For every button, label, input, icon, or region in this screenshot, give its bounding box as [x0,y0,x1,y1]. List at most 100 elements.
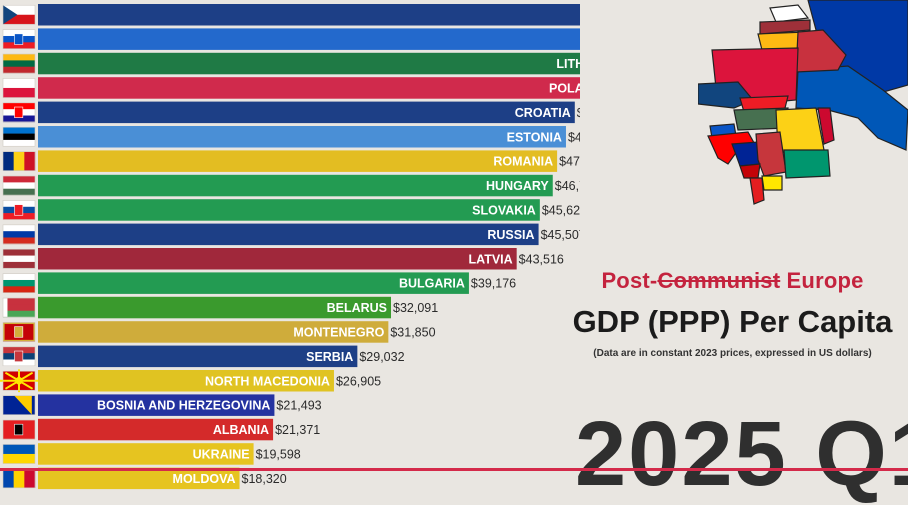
bar-label: ESTONIA [507,130,562,144]
flag-croatia-frame [2,102,36,123]
bar-row: SERBIA $29,032 [2,345,405,368]
bar [38,296,392,319]
bar-row: BELARUS $32,091 [2,296,438,319]
flag-czechia-triangle [3,5,18,25]
value-label: $31,850 [390,325,435,339]
flag-estonia-stripe [3,133,35,141]
bar-label: MOLDOVA [173,472,236,486]
bar [38,4,580,26]
flag-belarus-hoist [3,298,8,318]
flag-lithuania-frame [2,53,36,74]
flag-hungary-stripe [3,188,35,196]
bar-label: BELARUS [327,301,387,315]
subtitle-struck-word: Communist [657,268,781,293]
bar-row: SLOVAKIA $45,621 [2,199,580,221]
flag-bosnia-and-herzegovina-frame [2,395,36,415]
chart-note: (Data are in constant 2023 prices, expre… [593,348,872,359]
flag-slovakia-frame [2,200,36,220]
bar [38,52,580,75]
bar-label: NORTH MACEDONIA [205,374,330,388]
map-region-serbia [755,131,787,177]
bar [38,345,358,368]
flag-bulgaria-stripe [3,273,35,281]
flag-slovakia-stripe [3,200,35,208]
bar-label: LITHUANIA [556,57,580,71]
flag-montenegro-frame [2,322,36,342]
bar [38,126,566,148]
flag-moldova-stripe [13,468,25,488]
flag-slovenia-emblem [14,33,24,45]
flag-belarus-stripe [3,298,35,305]
flag-czechia-stripe [3,5,35,16]
bar [38,28,580,50]
bar [38,199,540,221]
bar [38,223,539,246]
bar-label: LATVIA [468,252,512,266]
flag-ukraine-stripe [3,453,35,464]
flag-montenegro-border [2,322,35,342]
bar [38,394,275,416]
bar-label: BULGARIA [399,277,465,291]
bar-row: CROATIA $48,799 [2,101,580,124]
period-label: 2025 Q1 [575,403,908,505]
bar [38,467,240,490]
map-region-moldova [817,107,835,145]
bar [38,174,553,197]
flag-serbia-stripe [3,346,35,354]
value-label: $21,371 [275,423,320,437]
flag-belarus-stripe [3,310,35,318]
value-label: $29,032 [359,350,404,364]
flag-slovenia-stripe [3,42,35,49]
map-region-estonia [769,4,810,23]
map-region-north-macedonia [761,175,783,191]
value-label: $39,176 [471,277,516,291]
flag-ukraine-frame [2,444,36,464]
flag-belarus-stripe [3,304,35,312]
value-label: $48,799 [577,106,580,120]
flag-slovakia-stripe [3,213,35,220]
bar-row: BULGARIA $39,176 [2,272,516,294]
bar-row: RUSSIA $45,507 [2,223,580,246]
value-label: $26,905 [336,374,381,388]
value-label: $32,091 [393,301,438,315]
flag-serbia-frame [2,346,36,367]
flag-croatia-stripe [3,115,35,123]
bar-label: ROMANIA [493,155,553,169]
title-block: Post-Communist Europe GDP (PPP) Per Capi… [560,268,905,359]
bar-label: POLAND [549,81,580,95]
flag-poland-stripe [3,87,35,98]
flag-latvia-frame [2,248,36,269]
flag-romania-frame [2,151,36,171]
flag-romania-stripe [3,151,14,171]
map-region-bulgaria [783,149,831,179]
flag-slovenia-stripe [3,29,35,37]
bar [38,248,517,270]
value-label: $19,598 [256,447,301,461]
bar-label: ALBANIA [213,423,269,437]
bar-label: RUSSIA [487,228,534,242]
flag-russia-stripe [3,231,35,238]
flag-estonia-stripe [3,139,35,147]
flag-estonia-stripe [3,127,35,134]
flag-serbia-stripe [3,359,35,367]
flag-hungary-stripe [3,176,35,183]
flag-czechia-stripe [3,14,35,25]
subtitle-prefix: Post- [601,268,658,293]
flag-belarus-frame [2,297,36,318]
flag-russia-stripe [3,224,35,232]
bar-row: MONTENEGRO $31,850 [2,321,436,343]
chart-subtitle: Post-Communist Europe [560,268,905,294]
bar-row: ALBANIA $21,371 [2,418,320,441]
bar-row: POLAND$51,616 [2,77,580,99]
bar [38,443,254,465]
flag-poland-frame [2,78,36,98]
flag-north-macedonia-frame [2,370,36,391]
bar-chart: CZECHIA$56,673SLOVENIA$55,671LITHUANIA$5… [0,4,580,490]
flag-hungary-frame [2,175,36,196]
flag-slovenia-frame [2,29,36,49]
subtitle-suffix: Europe [780,268,864,293]
bar [38,272,469,294]
flag-hungary-stripe [3,182,35,190]
map-region-latvia [759,19,811,35]
flag-ukraine-stripe [3,444,35,455]
